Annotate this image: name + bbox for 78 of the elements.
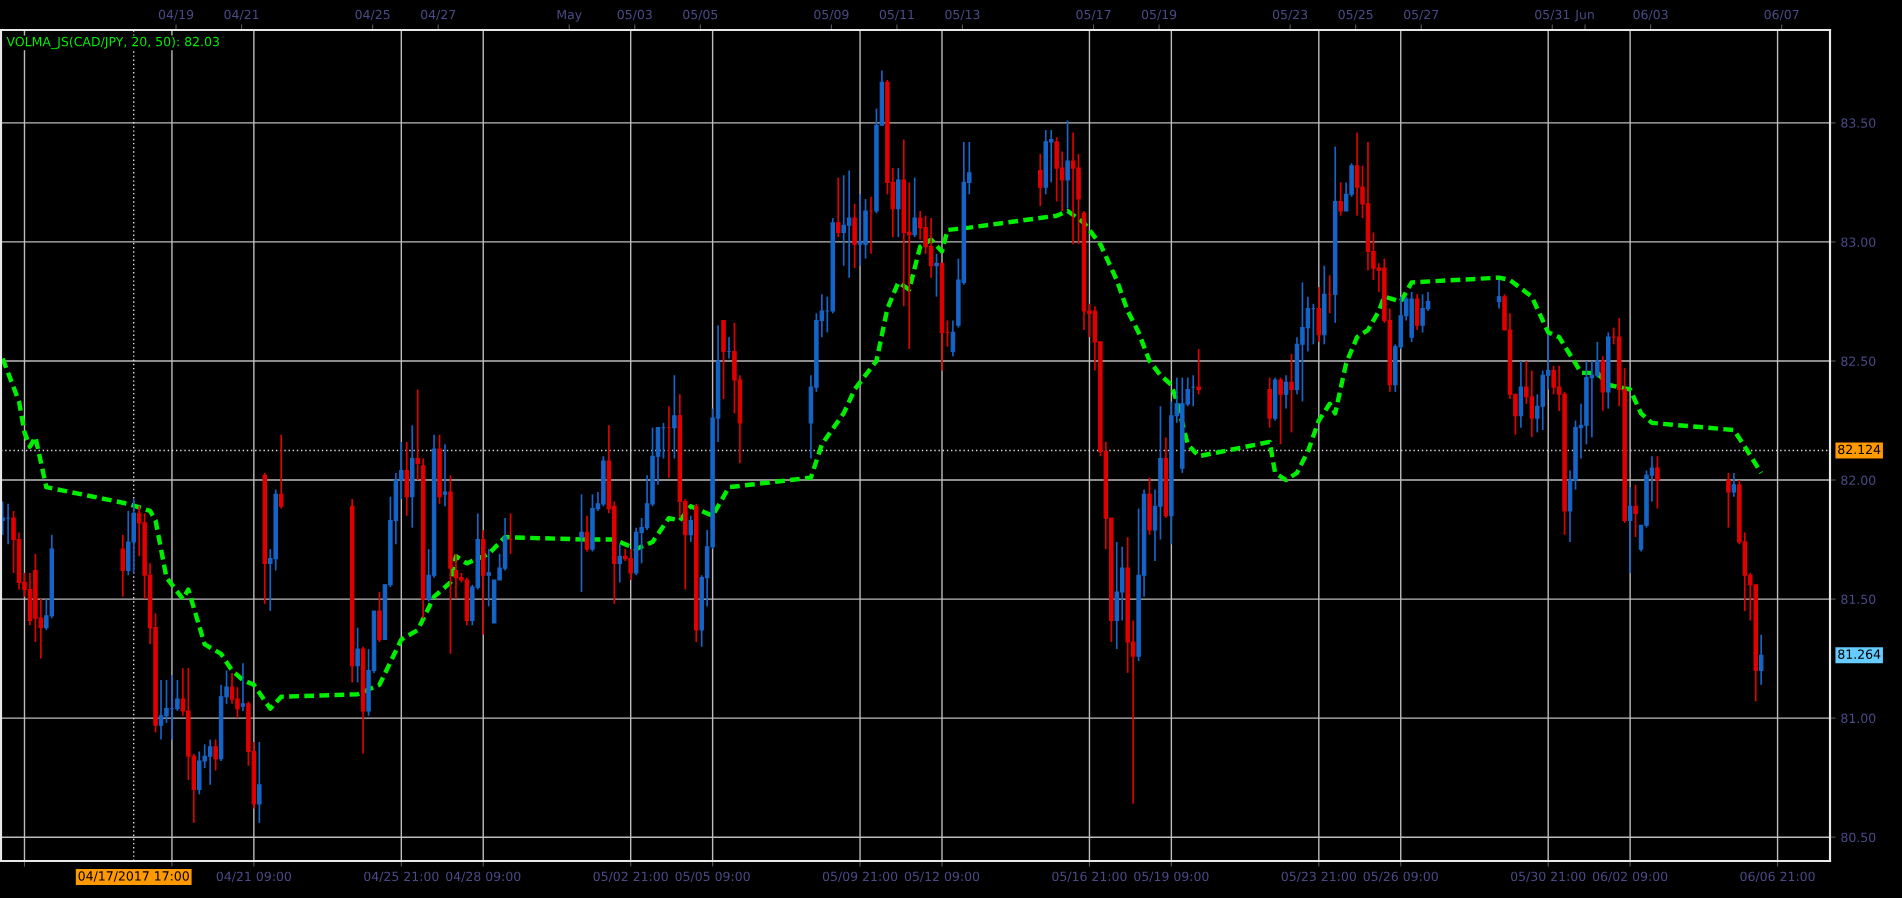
x-tick-label: 06/06 21:00 [1740, 871, 1815, 883]
candlestick [1633, 483, 1638, 539]
candlestick [1065, 119, 1070, 210]
x2-tick-label: 05/25 [1338, 9, 1373, 21]
candlestick [617, 543, 623, 584]
candlestick [934, 252, 939, 298]
candlestick [1278, 376, 1283, 446]
x2-tick-label: 05/27 [1404, 9, 1439, 21]
candlestick [1283, 374, 1289, 410]
candlestick [1338, 181, 1343, 217]
candlestick [1038, 152, 1043, 208]
x-tick-label: 04/25 21:00 [364, 871, 439, 883]
x-tick-label: 05/16 21:00 [1052, 871, 1127, 883]
x2-tick-label: 04/19 [158, 9, 194, 21]
x2-tick-label: 05/19 [1141, 9, 1177, 21]
x-tick-label: 05/19 09:00 [1134, 871, 1209, 883]
y-tick-label: 81.50 [1841, 594, 1876, 605]
candlestick [355, 626, 360, 684]
candlestick [672, 374, 677, 460]
candlestick [1655, 455, 1660, 510]
x2-tick-label: 05/05 [683, 9, 718, 21]
candlestick [213, 738, 218, 772]
candlestick [1726, 472, 1731, 529]
x-tick-label: 05/12 09:00 [904, 871, 980, 883]
x2-tick-label: 05/11 [879, 9, 914, 21]
candlestick [835, 176, 841, 238]
x2-tick-label: 06/07 [1764, 9, 1799, 21]
candlestick [912, 176, 917, 238]
x2-tick-label: 05/03 [617, 9, 652, 21]
x-tick-label: 05/26 09:00 [1363, 871, 1438, 883]
y-tick-label: 83.50 [1841, 118, 1876, 128]
line-series [1, 208, 1764, 711]
candlestick [1196, 348, 1201, 396]
candlestick [240, 662, 246, 712]
x-tick-label: 05/02 21:00 [593, 871, 668, 883]
text: 81.264 [1838, 649, 1881, 659]
candlestick [5, 503, 11, 546]
x-tick-label: 05/09 21:00 [822, 871, 898, 883]
y-tick-label: 80.50 [1841, 832, 1876, 843]
x-tick-label: 04/21 09:00 [216, 871, 292, 883]
x-tick-label: 05/05 09:00 [675, 871, 750, 883]
candlestick [868, 195, 874, 255]
candlestick [278, 433, 284, 510]
candlestick [486, 548, 491, 608]
x2-tick-label: May [557, 9, 582, 22]
candlestick [1496, 279, 1502, 310]
x-tick-label: 06/02 09:00 [1592, 871, 1668, 883]
x2-tick-label: 04/21 [224, 9, 259, 21]
x2-tick-label: 04/27 [420, 9, 456, 21]
candlestick [584, 514, 590, 553]
candlestick [950, 319, 956, 358]
y-tick-label: 81.00 [1841, 713, 1876, 724]
y-tick-label: 82.50 [1841, 356, 1876, 366]
candlestick [1758, 633, 1764, 686]
x2-tick-label: 05/23 [1272, 9, 1308, 21]
y-tick-label: 83.00 [1841, 237, 1876, 247]
candlestick [120, 533, 126, 598]
candlestick [579, 493, 584, 593]
x2-tick-label: 04/25 [355, 9, 390, 21]
ref-line-label: 04/17/2017 17:00 [78, 871, 189, 882]
x-tick-label: 04/28 09:00 [446, 871, 521, 883]
candlestick [688, 514, 694, 543]
text: VOLMA_JS(CAD/JPY, 20, 50): 82.03 [6, 36, 219, 50]
x-tick-label: 05/23 21:00 [1281, 871, 1356, 883]
candlestick [1289, 352, 1294, 434]
y-tick-label: 82.00 [1841, 475, 1876, 485]
ref-line-label: 82.124 [1838, 444, 1881, 455]
x2-tick-label: 06/03 [1633, 9, 1668, 21]
candlestick [442, 443, 448, 508]
candlestick [257, 741, 262, 824]
x2-tick-label: 05/13 [945, 9, 980, 21]
x2-tick-label: Jun [1574, 9, 1594, 22]
candlestick [1731, 472, 1737, 498]
x2-tick-label: 05/09 [814, 9, 849, 21]
x2-tick-label: 05/31 [1535, 9, 1570, 21]
candlestick [415, 388, 420, 481]
x2-tick-label: 05/17 [1076, 9, 1111, 21]
x-tick-label: 05/30 21:00 [1511, 871, 1586, 883]
